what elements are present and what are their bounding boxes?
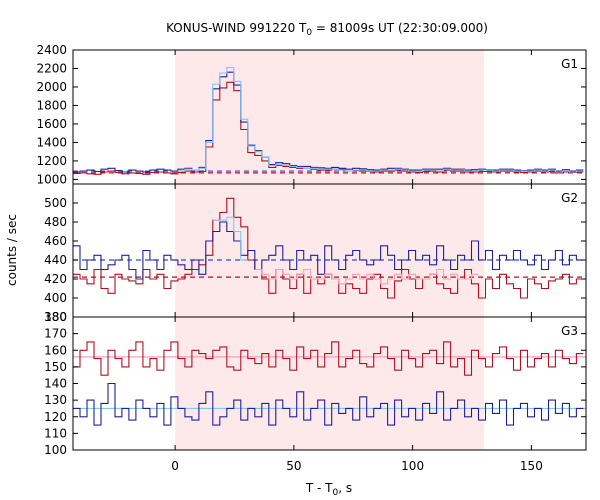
shade-layer bbox=[175, 50, 484, 450]
series-G2-3 bbox=[212, 216, 248, 261]
y-tick-label: 2000 bbox=[36, 80, 67, 94]
x-tick-label: 150 bbox=[520, 459, 543, 473]
y-tick-label: 100 bbox=[44, 443, 67, 457]
chart-title: KONUS-WIND 991220 T0 = 81009s UT (22:30:… bbox=[166, 21, 488, 38]
y-tick-label: 120 bbox=[44, 410, 67, 424]
y-tick-label: 480 bbox=[44, 215, 67, 229]
panel-label-G1: G1 bbox=[561, 57, 578, 71]
y-tick-label: 460 bbox=[44, 234, 67, 248]
y-tick-label: 2200 bbox=[36, 61, 67, 75]
y-tick-label: 500 bbox=[44, 196, 67, 210]
panel-label-G2: G2 bbox=[561, 191, 578, 205]
x-tick-label: 0 bbox=[171, 459, 179, 473]
y-tick-label: 170 bbox=[44, 327, 67, 341]
series-G2-4 bbox=[254, 268, 479, 285]
y-tick-label: 1000 bbox=[36, 172, 67, 186]
x-tick-label: 100 bbox=[401, 459, 424, 473]
y-tick-label: 400 bbox=[44, 291, 67, 305]
y-tick-label: 130 bbox=[44, 393, 67, 407]
y-tick-label: 110 bbox=[44, 426, 67, 440]
y-tick-label: 180 bbox=[44, 310, 67, 324]
y-tick-label: 1600 bbox=[36, 117, 67, 131]
y-tick-label: 1400 bbox=[36, 135, 67, 149]
panel-label-G3: G3 bbox=[561, 324, 578, 338]
y-tick-label: 140 bbox=[44, 377, 67, 391]
x-tick-label: 50 bbox=[286, 459, 301, 473]
y-tick-label: 380 bbox=[44, 310, 67, 324]
x-axis-label: T - T0, s bbox=[305, 481, 352, 498]
shaded-interval bbox=[175, 50, 484, 450]
y-axis-label: counts / sec bbox=[5, 214, 19, 286]
series-G3-2 bbox=[73, 382, 584, 426]
tick-layer: 10001200140016001800200022002400G1380400… bbox=[36, 43, 586, 473]
y-tick-label: 440 bbox=[44, 253, 67, 267]
series-G3-1 bbox=[73, 341, 584, 376]
y-tick-label: 160 bbox=[44, 343, 67, 357]
series-G2-2 bbox=[73, 221, 584, 280]
data-series bbox=[73, 67, 584, 426]
reference-lines bbox=[73, 170, 586, 410]
series-G1-3 bbox=[177, 67, 584, 173]
y-tick-label: 2400 bbox=[36, 43, 67, 57]
y-tick-label: 1800 bbox=[36, 98, 67, 112]
y-tick-label: 1200 bbox=[36, 154, 67, 168]
y-tick-label: 150 bbox=[44, 360, 67, 374]
y-tick-label: 420 bbox=[44, 272, 67, 286]
